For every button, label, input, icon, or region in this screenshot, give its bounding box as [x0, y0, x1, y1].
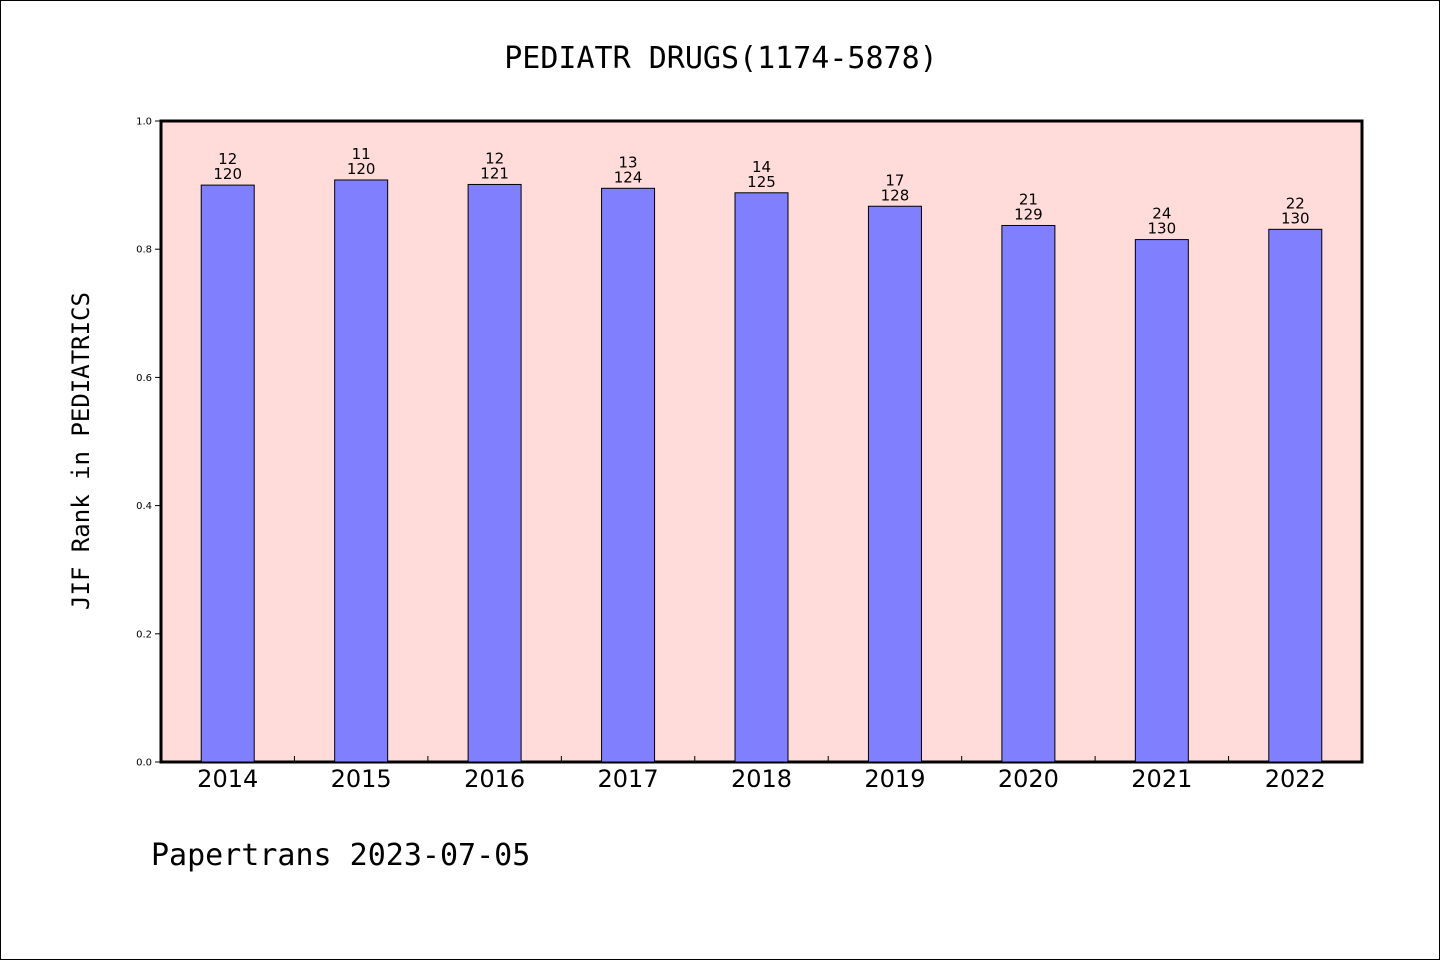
bars-group	[200, 179, 1323, 763]
rank-label-2021: 24	[1152, 205, 1171, 223]
total-label-2019: 128	[881, 186, 910, 204]
bar-2016	[467, 183, 522, 763]
x-tick-label-2020: 2020	[998, 765, 1059, 793]
y-tick-label-0.0: 0.0	[136, 758, 152, 769]
total-label-2021: 130	[1148, 220, 1177, 238]
rank-label-2022: 22	[1286, 194, 1305, 212]
x-tick-label-2022: 2022	[1265, 765, 1326, 793]
bar-2015	[334, 179, 389, 763]
y-tick-label-0.2: 0.2	[136, 629, 152, 640]
total-label-2018: 125	[747, 173, 776, 191]
x-tick-label-2015: 2015	[331, 765, 392, 793]
x-tick-label-2018: 2018	[731, 765, 792, 793]
bar-2017	[601, 187, 656, 763]
x-axis: 2014 2015 2016 2017 2018 2019 2020 2021 2022	[197, 756, 1326, 793]
bar-2022	[1268, 228, 1323, 763]
rank-label-2019: 17	[885, 171, 904, 189]
rank-label-2017: 13	[619, 153, 638, 171]
bar-2019	[867, 205, 922, 763]
total-label-2020: 129	[1014, 205, 1043, 223]
bar-2021	[1134, 239, 1189, 763]
rank-label-2020: 21	[1019, 190, 1038, 208]
total-label-2016: 121	[480, 164, 509, 182]
y-axis: 0.0 0.2 0.4 0.6 0.8 1.0	[136, 117, 161, 769]
rank-label-2015: 11	[352, 145, 371, 163]
total-label-2015: 120	[347, 160, 376, 178]
total-label-2017: 124	[614, 168, 643, 186]
y-tick-label-0.4: 0.4	[136, 501, 152, 512]
y-axis-label: JIF Rank in PEDIATRICS	[67, 292, 95, 610]
x-tick-label-2021: 2021	[1131, 765, 1192, 793]
x-tick-label-2019: 2019	[864, 765, 925, 793]
bar-2014	[200, 184, 255, 763]
total-label-2022: 130	[1281, 209, 1310, 227]
rank-label-2014: 12	[218, 150, 237, 168]
x-tick-label-2017: 2017	[598, 765, 659, 793]
rank-label-2016: 12	[485, 149, 504, 167]
x-tick-label-2014: 2014	[197, 765, 258, 793]
chart-title: PEDIATR DRUGS(1174-5878)	[504, 41, 937, 76]
y-tick-label-0.8: 0.8	[136, 245, 152, 256]
total-label-2014: 120	[213, 165, 242, 183]
x-tick-label-2016: 2016	[464, 765, 525, 793]
bar-2020	[1001, 224, 1056, 763]
y-tick-label-1.0: 1.0	[136, 117, 152, 128]
y-tick-label-0.6: 0.6	[136, 373, 152, 384]
rank-label-2018: 14	[752, 158, 771, 176]
footer-credit: Papertrans 2023-07-05	[151, 838, 530, 873]
bar-2018	[734, 192, 789, 763]
